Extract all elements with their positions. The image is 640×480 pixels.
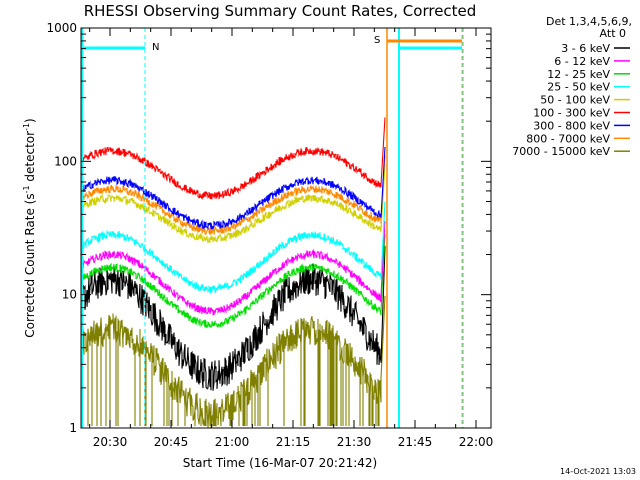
- x-axis: 20:30 20:45 21:00 21:15 21:30 21:45 22:00: [89, 28, 494, 449]
- legend-entry-label: 12 - 25 keV: [547, 68, 610, 81]
- legend-entry-label: 25 - 50 keV: [547, 81, 610, 94]
- series-line: [81, 201, 386, 295]
- y-tick-label: 1: [69, 421, 77, 435]
- saa-flag-label: S: [374, 35, 380, 46]
- legend-entry-label: 50 - 100 keV: [540, 94, 610, 107]
- legend-entry-label: 6 - 12 keV: [554, 55, 610, 68]
- flag-layer: NS: [81, 28, 464, 428]
- y-axis-label-sup1: -1: [22, 185, 31, 193]
- y-axis-label-part2: detector: [23, 131, 37, 186]
- series-line: [81, 164, 386, 244]
- y-tick-label: 10: [62, 288, 77, 302]
- x-tick-label: 21:00: [215, 435, 250, 449]
- legend-entry-label: 3 - 6 keV: [561, 42, 610, 55]
- series-line: [81, 146, 386, 230]
- y-axis-label-part3: ): [23, 118, 37, 123]
- y-tick-label: 1000: [46, 21, 77, 35]
- x-tick-label: 21:45: [398, 435, 433, 449]
- timestamp-stamp: 14-Oct-2021 13:03: [560, 467, 636, 476]
- night-flag-label: N: [152, 42, 159, 53]
- series-line: [81, 117, 386, 200]
- legend-header-line2: Att 0: [600, 27, 626, 40]
- plot-frame: [80, 27, 492, 429]
- x-tick-label: 21:30: [337, 435, 372, 449]
- legend-entry-label: 7000 - 15000 keV: [512, 145, 610, 158]
- legend-entry-label: 800 - 7000 keV: [526, 132, 610, 145]
- legend-entry-label: 300 - 800 keV: [533, 119, 610, 132]
- series-layer: [81, 117, 386, 429]
- chart-title: RHESSI Observing Summary Count Rates, Co…: [84, 2, 477, 20]
- series-line: [81, 234, 386, 329]
- legend-entry-label: 100 - 300 keV: [533, 107, 610, 120]
- y-axis-label-part1: Corrected Count Rate (s: [23, 193, 37, 337]
- x-tick-label: 20:45: [154, 435, 189, 449]
- x-tick-label: 22:00: [459, 435, 494, 449]
- y-tick-label: 100: [54, 154, 77, 168]
- y-axis-label: Corrected Count Rate (s-1 detector-1): [22, 118, 37, 337]
- x-tick-label: 21:15: [276, 435, 311, 449]
- x-tick-label: 20:30: [93, 435, 128, 449]
- x-axis-label: Start Time (16-Mar-07 20:21:42): [183, 456, 377, 470]
- y-axis: 1 10 100 1000: [46, 21, 491, 435]
- series-line: [81, 295, 386, 429]
- y-axis-label-sup2: -1: [22, 123, 31, 131]
- series-line: [81, 221, 386, 316]
- legend-header-line1: Det 1,3,4,5,6,9,: [546, 15, 632, 28]
- series-line: [81, 155, 386, 237]
- series-line: [81, 246, 386, 391]
